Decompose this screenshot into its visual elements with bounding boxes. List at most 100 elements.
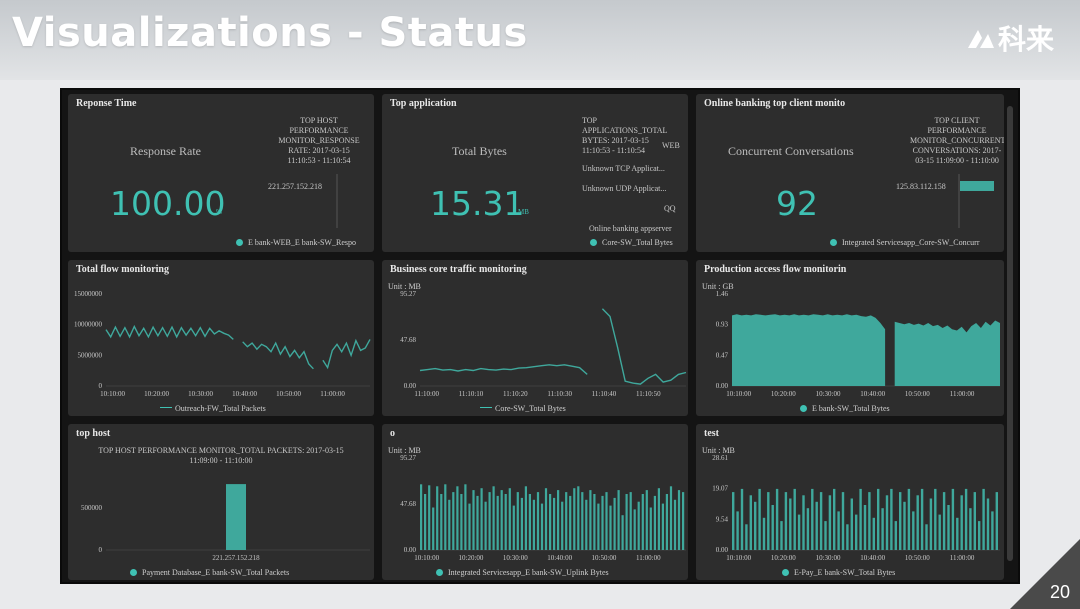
panel-uplink-bytes[interactable]: o Unit : MB 95.27 47.68 0.00 10:10:00 10:20:… xyxy=(382,424,688,580)
bar xyxy=(428,485,431,550)
bar xyxy=(424,494,427,550)
bar xyxy=(468,503,471,550)
x-tick-label: 10:40:00 xyxy=(547,554,572,562)
panel-online-banking[interactable]: Online banking top client monito Concurr… xyxy=(696,94,1004,252)
bar xyxy=(859,488,862,550)
bar xyxy=(868,492,871,550)
y-tick-label: 0.47 xyxy=(716,351,729,359)
x-tick-label: 11:10:50 xyxy=(636,390,661,398)
panel-business-core[interactable]: Business core traffic monitoring Unit : … xyxy=(382,260,688,416)
legend-line xyxy=(480,407,492,408)
y-tick-label: 47.68 xyxy=(400,500,416,508)
panel-response-time[interactable]: Reponse Time Response Rate 100.00 % TOP … xyxy=(68,94,374,252)
bar xyxy=(569,495,572,550)
bar xyxy=(464,484,467,550)
bar xyxy=(633,509,636,550)
x-tick-label: 10:30:00 xyxy=(816,554,841,562)
logo: 科来 xyxy=(964,18,1066,58)
y-tick-label: 0.00 xyxy=(716,382,729,390)
bar xyxy=(593,494,596,550)
x-tick-label: 10:10:00 xyxy=(726,554,751,562)
bar xyxy=(496,495,499,550)
y-tick-label: 1.46 xyxy=(716,290,729,298)
x-tick-label: 11:00:00 xyxy=(950,390,975,398)
panel-title: Total flow monitoring xyxy=(76,264,169,275)
dashboard-scrollbar[interactable] xyxy=(1006,96,1014,576)
legend-label: Core-SW_Total Bytes xyxy=(602,238,673,247)
bar xyxy=(806,508,810,550)
top-host-chart: 500000 0 221.257.152.218 xyxy=(81,484,370,562)
bar xyxy=(549,494,552,550)
bar xyxy=(488,492,491,550)
bar xyxy=(589,490,592,550)
panel-title: test xyxy=(704,428,719,439)
unit-label: Unit : MB xyxy=(702,446,735,455)
x-tick-label: 11:00:00 xyxy=(636,554,661,562)
bar xyxy=(500,490,503,550)
bar xyxy=(732,492,735,550)
bar xyxy=(544,488,548,550)
bar xyxy=(516,492,519,550)
panel-top-application[interactable]: Top application Total Bytes 15.31 MB TOP… xyxy=(382,94,688,252)
bar xyxy=(561,501,564,550)
bar xyxy=(899,492,902,550)
legend-dot xyxy=(800,405,807,412)
stat-value: 92 xyxy=(776,184,818,223)
bar xyxy=(973,492,976,550)
slide-title: Visualizations - Status xyxy=(12,10,528,56)
series-line xyxy=(601,308,687,385)
legend-label: E bank-SW_Total Bytes xyxy=(812,404,890,413)
bar xyxy=(609,505,612,550)
y-tick-label: 15000000 xyxy=(74,290,103,298)
bar xyxy=(929,498,933,550)
panel-top-host[interactable]: top host TOP HOST PERFORMANCE MONITOR_TO… xyxy=(68,424,374,580)
bar xyxy=(841,492,845,550)
bar xyxy=(947,505,950,550)
y-tick-label: 500000 xyxy=(81,504,103,512)
bar xyxy=(665,494,668,550)
bar xyxy=(621,515,624,550)
x-tick-label: 11:10:40 xyxy=(592,390,617,398)
bar xyxy=(780,521,783,550)
bar xyxy=(536,492,540,550)
bar xyxy=(532,499,535,550)
x-tick-label: 11:00:00 xyxy=(320,390,345,398)
y-tick-label: 0 xyxy=(99,546,103,554)
bar xyxy=(745,524,748,550)
x-tick-label: 10:50:00 xyxy=(592,554,617,562)
legend: Outreach-FW_Total Packets xyxy=(160,404,266,413)
bar xyxy=(828,495,832,550)
bar xyxy=(528,494,531,550)
bar xyxy=(460,494,463,550)
panel-test[interactable]: test Unit : MB 28.61 19.07 9.54 0.00 10:10:0… xyxy=(696,424,1004,580)
bar xyxy=(520,497,523,550)
panel-title: Production access flow monitorin xyxy=(704,264,847,275)
bar xyxy=(956,517,959,550)
bar xyxy=(653,495,656,550)
bar xyxy=(991,511,994,550)
panel-total-flow[interactable]: Total flow monitoring 15000000 10000000 50… xyxy=(68,260,374,416)
panel-production-access[interactable]: Production access flow monitorin Unit : … xyxy=(696,260,1004,416)
bar xyxy=(641,494,644,550)
logo-icon xyxy=(968,30,994,48)
bar xyxy=(920,488,924,550)
legend-label: Core-SW_Total Bytes xyxy=(495,404,566,413)
bar xyxy=(938,514,941,550)
bar xyxy=(452,492,455,550)
series-line xyxy=(419,364,588,375)
x-tick-label: 11:10:10 xyxy=(459,390,484,398)
bar xyxy=(605,492,608,550)
stat-label: Concurrent Conversations xyxy=(728,144,854,158)
bar xyxy=(661,503,664,550)
legend: E bank-WEB_E bank-SW_Respo xyxy=(236,238,356,247)
bar xyxy=(553,497,556,550)
y-tick-label: 9.54 xyxy=(716,515,729,523)
scroll-thumb[interactable] xyxy=(1007,106,1013,561)
y-tick-label: 5000000 xyxy=(78,351,103,359)
legend-label: Payment Database_E bank-SW_Total Packets xyxy=(142,568,290,577)
side-item-5: Online banking appserver xyxy=(589,224,672,233)
side-item-4: QQ xyxy=(664,204,676,213)
bar xyxy=(885,495,889,550)
